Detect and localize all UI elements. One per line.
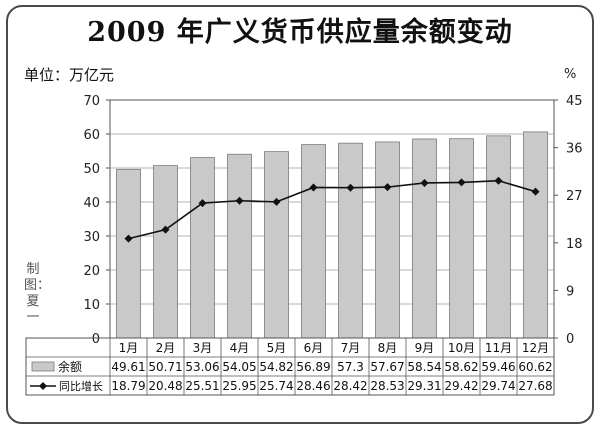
y-right-tick-label: 36 [566,142,583,157]
data-label-line: 28.46 [296,379,330,393]
x-tick-label: 9月 [415,341,435,355]
bar [375,141,400,339]
bar [523,131,548,339]
x-tick-label: 4月 [230,341,250,355]
bar [412,138,437,339]
gridlines [109,99,555,339]
y-right-tick-label: 18 [566,237,583,252]
bar [301,144,326,339]
bar [486,135,511,339]
legend-swatch-bar [31,361,55,372]
y-left-tick-label: 0 [92,332,100,347]
axes: 0 10 20 30 40 50 60 70 0 9 18 27 36 45% [83,67,582,347]
bar [116,168,141,339]
x-tick-label: 10月 [448,341,475,355]
bar [190,157,215,339]
y-left-tick-label: 20 [83,264,100,279]
x-tick-label: 11月 [485,341,512,355]
legend-label-bar: 余额 [58,359,82,374]
y-right-tick-label: 0 [566,332,574,347]
line-point [309,183,318,192]
data-label-bar: 56.89 [296,360,330,374]
x-tick-label: 12月 [522,341,549,355]
y-left-tick-label: 10 [83,298,100,313]
unit-label: 单位：万亿元 [24,66,115,84]
line-point [494,176,503,185]
y-left-tick-label: 70 [83,94,100,109]
x-tick-label: 6月 [304,341,324,355]
line-point [383,183,392,192]
data-label-bar: 59.46 [481,360,515,374]
x-tick-label: 7月 [341,341,361,355]
y-right-tick-label: 9 [566,284,574,299]
plot-area [109,99,555,339]
y-left-tick-label: 30 [83,230,100,245]
x-tick-label: 2月 [156,341,176,355]
line-point [457,178,466,187]
data-label-bar: 57.67 [370,360,404,374]
bar [338,142,363,339]
legend-label-line: 同比增长 [59,379,103,393]
line-point [272,197,281,206]
data-label-bar: 60.62 [518,360,552,374]
y-right-tick-label: 27 [566,189,583,204]
data-label-line: 29.74 [481,379,515,393]
data-label-bar: 57.3 [337,360,364,374]
data-label-bar: 53.06 [185,360,219,374]
data-label-line: 25.51 [185,379,219,393]
data-label-bar: 58.54 [407,360,441,374]
x-tick-label: 5月 [267,341,287,355]
line-point [161,225,170,234]
x-tick-label: 3月 [193,341,213,355]
data-label-line: 20.48 [148,379,182,393]
data-label-line: 29.31 [407,379,441,393]
data-label-line: 28.42 [333,379,367,393]
growth-line [128,179,536,240]
y-left-tick-label: 50 [83,162,100,177]
x-tick-label: 1月 [119,341,139,355]
data-label-bar: 58.62 [444,360,478,374]
data-label-bar: 49.61 [111,360,145,374]
table-border [25,337,555,396]
line-point [346,183,355,192]
data-label-bar: 50.71 [148,360,182,374]
bar [153,165,178,339]
data-label-line: 27.68 [518,379,552,393]
bar [264,151,289,339]
y-right-tick-label: 45 [566,94,583,109]
line-point [420,178,429,187]
y-left-tick-label: 60 [83,128,100,143]
y-right-axis-label: % [564,67,576,82]
data-label-line: 18.79 [111,379,145,393]
line-point [235,196,244,205]
data-label-line: 25.74 [259,379,293,393]
data-label-bar: 54.82 [259,360,293,374]
line-point [124,234,133,243]
chart-title: 2009 年广义货币供应量余额变动 [87,17,513,48]
bar [227,153,252,339]
y-left-tick-label: 40 [83,196,100,211]
data-label-line: 25.95 [222,379,256,393]
data-label-bar: 54.05 [222,360,256,374]
data-label-line: 28.53 [370,379,404,393]
data-label-line: 29.42 [444,379,478,393]
bar [449,138,474,339]
line-point [531,187,540,196]
author-credit: 制图：夏一 [24,262,51,325]
line-series [124,176,540,243]
line-point [198,199,207,208]
x-tick-label: 8月 [378,341,398,355]
legend-swatch-marker [39,382,47,390]
